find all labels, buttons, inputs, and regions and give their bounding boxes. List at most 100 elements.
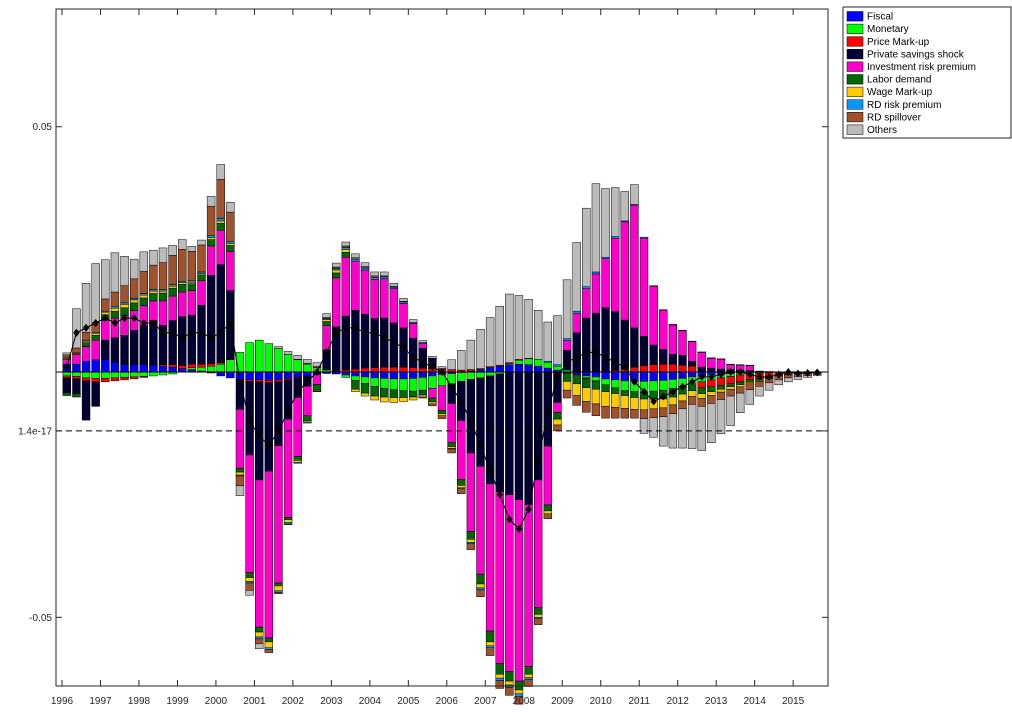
bar-segment-price-mark-up bbox=[380, 366, 389, 373]
bar-segment-rd-risk-premium bbox=[226, 241, 235, 244]
total-line-marker bbox=[400, 343, 407, 352]
bar-segment-wage-mark-up bbox=[120, 304, 129, 309]
total-line-marker bbox=[477, 441, 484, 450]
legend-swatch bbox=[846, 74, 864, 85]
bar-segment-investment-risk-premium bbox=[639, 237, 649, 337]
bar-segment-wage-mark-up bbox=[341, 249, 350, 253]
bar-segment-others bbox=[736, 392, 745, 413]
total-line-marker bbox=[563, 358, 571, 367]
legend-label: Investment risk premium bbox=[867, 62, 976, 73]
bar-segment-others bbox=[755, 386, 764, 397]
bar-segment-monetary bbox=[149, 371, 158, 377]
total-line-marker bbox=[313, 368, 321, 377]
bar-segment-wage-mark-up bbox=[293, 460, 302, 463]
bar-segment-private-savings-shock bbox=[62, 377, 72, 393]
total-line-marker bbox=[525, 505, 532, 514]
bar-segment-private-savings-shock bbox=[139, 325, 148, 365]
legend-swatch bbox=[846, 112, 864, 123]
bar-segment-others bbox=[591, 183, 601, 273]
bar-segment-monetary bbox=[534, 359, 543, 367]
total-line-marker bbox=[73, 328, 80, 337]
bar-segment-investment-risk-premium bbox=[360, 269, 370, 315]
bar-segment-rd-risk-premium bbox=[726, 363, 735, 365]
bar-segment-rd-spillover bbox=[736, 386, 745, 394]
bar-segment-labor-demand bbox=[543, 504, 553, 512]
legend-swatch bbox=[846, 11, 864, 22]
total-line-marker bbox=[467, 417, 475, 426]
bar-segment-others bbox=[505, 293, 514, 363]
bar-segment-investment-risk-premium bbox=[235, 409, 245, 469]
total-line-marker bbox=[650, 397, 657, 406]
bar-segment-fiscal bbox=[389, 371, 399, 380]
bar-segment-private-savings-shock bbox=[591, 312, 601, 373]
bar-segment-investment-risk-premium bbox=[187, 290, 197, 316]
total-line-marker bbox=[669, 387, 677, 396]
bar-segment-labor-demand bbox=[505, 671, 514, 682]
bar-segment-private-savings-shock bbox=[495, 373, 504, 492]
bar-segment-rd-risk-premium bbox=[293, 462, 302, 464]
bar-segment-investment-risk-premium bbox=[687, 341, 697, 362]
bar-segment-price-mark-up bbox=[139, 376, 148, 378]
bar-segment-private-savings-shock bbox=[630, 327, 639, 368]
bar-segment-wage-mark-up bbox=[380, 396, 389, 403]
bar-segment-private-savings-shock bbox=[216, 264, 225, 363]
bar-segment-rd-risk-premium bbox=[716, 358, 726, 360]
bar-segment-rd-spillover bbox=[505, 687, 514, 696]
bar-segment-rd-spillover bbox=[216, 178, 225, 219]
total-line-marker bbox=[660, 392, 667, 401]
bar-segment-monetary bbox=[476, 371, 485, 379]
bar-segment-private-savings-shock bbox=[168, 320, 177, 365]
bar-segment-rd-spillover bbox=[235, 475, 245, 487]
bar-segment-private-savings-shock bbox=[351, 309, 360, 370]
bar-segment-fiscal bbox=[81, 360, 91, 373]
bar-segment-others bbox=[495, 306, 504, 366]
legend-label: Fiscal bbox=[867, 12, 893, 23]
bar-segment-fiscal bbox=[524, 364, 533, 373]
bar-segment-price-mark-up bbox=[101, 378, 110, 383]
bar-segment-rd-risk-premium bbox=[264, 647, 274, 650]
bar-segment-wage-mark-up bbox=[283, 519, 293, 523]
bar-segment-fiscal bbox=[110, 361, 120, 373]
bar-segment-private-savings-shock bbox=[91, 381, 100, 407]
total-line-marker bbox=[361, 328, 369, 337]
bar-segment-wage-mark-up bbox=[351, 388, 360, 392]
bar-segment-price-mark-up bbox=[716, 377, 726, 386]
bar-segment-price-mark-up bbox=[418, 367, 427, 373]
bar-segment-price-mark-up bbox=[649, 364, 658, 373]
bar-segment-others bbox=[101, 259, 110, 300]
bar-segment-investment-risk-premium bbox=[562, 340, 572, 351]
total-line-marker bbox=[602, 353, 609, 362]
total-line-marker bbox=[92, 318, 99, 327]
bar-segment-others bbox=[466, 339, 476, 370]
bar-segment-labor-demand bbox=[457, 479, 466, 486]
total-line-marker bbox=[813, 368, 821, 377]
bar-segment-rd-risk-premium bbox=[697, 351, 706, 353]
x-tick-label: 1997 bbox=[89, 696, 112, 707]
bar-segment-wage-mark-up bbox=[399, 397, 408, 402]
bar-segment-monetary bbox=[72, 371, 81, 377]
bar-segment-fiscal bbox=[668, 371, 678, 380]
bar-segment-fiscal bbox=[639, 371, 649, 382]
bar-segment-labor-demand bbox=[553, 412, 562, 420]
legend-label: RD spillover bbox=[867, 112, 922, 123]
bar-segment-wage-mark-up bbox=[206, 237, 216, 240]
bar-segment-investment-risk-premium bbox=[543, 445, 553, 506]
bar-segment-labor-demand bbox=[110, 310, 120, 319]
bar-segment-fiscal bbox=[649, 371, 658, 382]
bar-segment-rd-risk-premium bbox=[216, 218, 225, 222]
bar-segment-others bbox=[226, 202, 235, 213]
bar-segment-labor-demand bbox=[351, 380, 360, 390]
bar-segment-monetary bbox=[351, 375, 360, 381]
total-line-marker bbox=[111, 318, 119, 327]
bar-segment-wage-mark-up bbox=[322, 319, 331, 322]
bar-segment-monetary bbox=[399, 378, 408, 391]
bar-segment-others bbox=[610, 187, 620, 237]
bar-segment-wage-mark-up bbox=[476, 583, 485, 589]
bar-segment-fiscal bbox=[620, 371, 629, 382]
total-line-marker bbox=[419, 358, 426, 367]
bar-segment-others bbox=[235, 485, 245, 496]
bar-segment-labor-demand bbox=[216, 223, 225, 231]
bar-segment-wage-mark-up bbox=[457, 485, 466, 489]
bar-segment-rd-spillover bbox=[428, 403, 437, 407]
bar-segment-monetary bbox=[120, 371, 129, 378]
